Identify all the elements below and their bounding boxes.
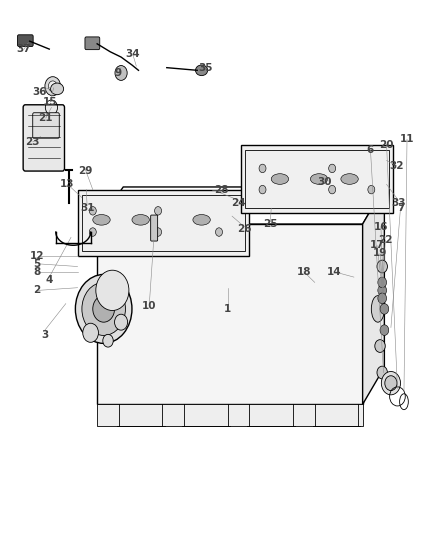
Circle shape (115, 314, 127, 330)
Circle shape (378, 293, 387, 304)
FancyBboxPatch shape (33, 113, 59, 138)
Ellipse shape (371, 296, 385, 322)
Text: 37: 37 (17, 44, 32, 54)
FancyBboxPatch shape (23, 105, 64, 171)
Text: 33: 33 (391, 198, 406, 208)
Circle shape (89, 207, 96, 215)
Text: 11: 11 (400, 134, 414, 144)
Polygon shape (78, 190, 250, 256)
Ellipse shape (220, 193, 248, 208)
Text: 5: 5 (33, 259, 41, 269)
Circle shape (380, 304, 389, 314)
Polygon shape (97, 405, 363, 425)
Polygon shape (363, 187, 385, 405)
FancyBboxPatch shape (151, 215, 158, 241)
Ellipse shape (271, 174, 289, 184)
Text: 23: 23 (25, 137, 40, 147)
Text: 2: 2 (33, 285, 41, 295)
Text: 34: 34 (126, 50, 140, 59)
Text: 35: 35 (198, 63, 212, 72)
Text: 7: 7 (397, 203, 404, 213)
Ellipse shape (132, 215, 149, 225)
Text: 20: 20 (379, 140, 394, 150)
Circle shape (375, 340, 385, 352)
Circle shape (48, 81, 57, 92)
Text: 4: 4 (46, 274, 53, 285)
Ellipse shape (311, 174, 328, 184)
Ellipse shape (259, 193, 288, 208)
Circle shape (385, 376, 397, 391)
Circle shape (259, 185, 266, 194)
Ellipse shape (218, 191, 251, 209)
Circle shape (328, 185, 336, 194)
Circle shape (378, 285, 387, 296)
Circle shape (75, 274, 132, 343)
Text: 8: 8 (33, 267, 41, 277)
Ellipse shape (93, 215, 110, 225)
Circle shape (377, 366, 388, 379)
Text: 25: 25 (263, 219, 278, 229)
Text: 28: 28 (214, 184, 229, 195)
Text: 22: 22 (378, 235, 392, 245)
Text: 26: 26 (237, 224, 251, 235)
Text: 14: 14 (327, 267, 342, 277)
Circle shape (155, 228, 162, 236)
Text: 6: 6 (367, 145, 374, 155)
Text: 17: 17 (370, 240, 384, 251)
Ellipse shape (336, 191, 368, 209)
Text: 30: 30 (318, 176, 332, 187)
Text: 18: 18 (297, 267, 311, 277)
Circle shape (380, 325, 389, 335)
Text: 36: 36 (32, 86, 47, 96)
Ellipse shape (195, 65, 208, 76)
Polygon shape (241, 144, 393, 214)
Text: 1: 1 (224, 304, 231, 314)
Text: 19: 19 (373, 248, 387, 259)
Text: 24: 24 (231, 198, 246, 208)
Circle shape (328, 164, 336, 173)
Text: 21: 21 (39, 113, 53, 123)
Text: 9: 9 (114, 68, 122, 78)
Text: 16: 16 (374, 222, 388, 232)
Circle shape (259, 164, 266, 173)
Text: 10: 10 (142, 301, 157, 311)
Ellipse shape (142, 193, 170, 208)
Text: 29: 29 (78, 166, 92, 176)
Text: 15: 15 (43, 97, 57, 107)
FancyBboxPatch shape (18, 35, 33, 46)
Circle shape (377, 260, 388, 273)
Ellipse shape (140, 191, 172, 209)
Ellipse shape (296, 191, 329, 209)
Circle shape (215, 228, 223, 236)
Ellipse shape (50, 83, 64, 95)
Text: 13: 13 (60, 179, 75, 189)
Text: 12: 12 (30, 251, 44, 261)
Circle shape (89, 228, 96, 236)
Circle shape (381, 372, 400, 395)
FancyBboxPatch shape (85, 37, 100, 50)
Circle shape (103, 334, 113, 347)
Ellipse shape (181, 193, 209, 208)
Circle shape (96, 270, 129, 311)
Circle shape (115, 66, 127, 80)
Ellipse shape (179, 191, 212, 209)
Circle shape (155, 207, 162, 215)
Circle shape (45, 77, 60, 96)
Text: 31: 31 (80, 203, 94, 213)
Circle shape (93, 296, 115, 322)
Ellipse shape (257, 191, 290, 209)
Circle shape (83, 323, 99, 342)
Ellipse shape (338, 193, 366, 208)
Circle shape (368, 185, 375, 194)
Circle shape (82, 282, 125, 335)
Circle shape (378, 277, 387, 288)
Ellipse shape (193, 215, 210, 225)
Polygon shape (97, 224, 363, 405)
Ellipse shape (341, 174, 358, 184)
Text: 3: 3 (41, 330, 49, 341)
Text: 32: 32 (389, 161, 404, 171)
Ellipse shape (298, 193, 327, 208)
